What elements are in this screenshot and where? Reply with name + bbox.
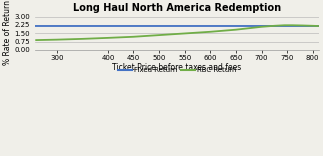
Title: Long Haul North America Redemption: Long Haul North America Redemption xyxy=(73,3,281,13)
Legend: Fixed Return, RBC Return: Fixed Return, RBC Return xyxy=(115,64,239,76)
X-axis label: Ticket Price before taxes and fees: Ticket Price before taxes and fees xyxy=(112,63,242,72)
Y-axis label: % Rate of Return: % Rate of Return xyxy=(3,0,12,65)
